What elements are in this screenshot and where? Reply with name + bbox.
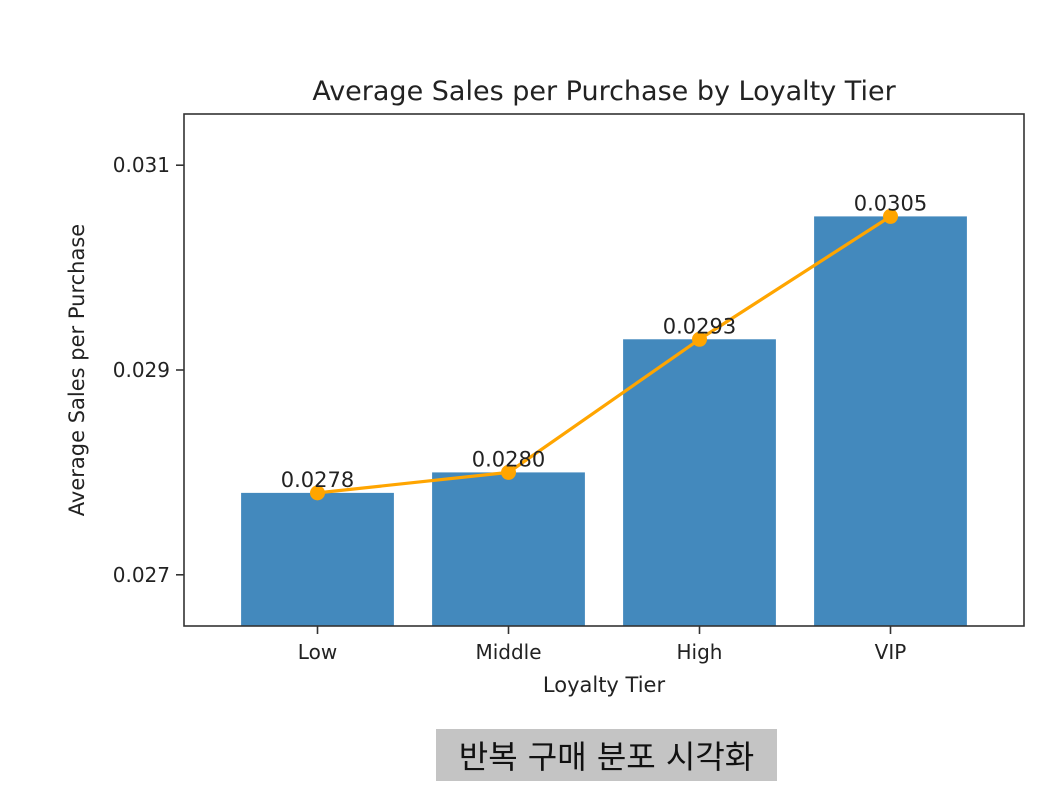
data-label-middle: 0.0280	[472, 447, 545, 471]
data-label-high: 0.0293	[663, 314, 736, 338]
y-tick-label: 0.029	[113, 358, 170, 382]
caption-box: 반복 구매 분포 시각화	[436, 729, 777, 781]
x-axis: Low Middle High VIP	[298, 626, 907, 664]
data-labels-layer: 0.0278 0.0280 0.0293 0.0305	[281, 191, 927, 491]
bars-layer	[241, 216, 967, 626]
x-axis-label: Loyalty Tier	[543, 673, 666, 697]
bar-middle	[432, 472, 585, 626]
caption-text: 반복 구매 분포 시각화	[458, 738, 755, 776]
bar-vip	[814, 216, 967, 626]
y-tick-label: 0.027	[113, 563, 170, 587]
data-label-vip: 0.0305	[854, 191, 927, 215]
x-tick-label: High	[677, 640, 723, 664]
x-tick-label: Low	[298, 640, 337, 664]
line-marker-middle	[501, 464, 516, 480]
line-marker-high	[692, 331, 707, 347]
line-marker-low	[310, 485, 325, 501]
line-marker-vip	[883, 208, 898, 224]
x-tick-label: VIP	[875, 640, 907, 664]
x-tick-label: Middle	[475, 640, 541, 664]
data-label-low: 0.0278	[281, 468, 354, 492]
y-axis: 0.027 0.029 0.031	[113, 153, 184, 587]
chart-title: Average Sales per Purchase by Loyalty Ti…	[312, 76, 896, 107]
y-tick-label: 0.031	[113, 153, 170, 177]
trend-line	[317, 215, 892, 495]
bar-low	[241, 492, 394, 626]
bar-high	[623, 339, 776, 626]
line-layer	[310, 208, 898, 501]
y-axis-label: Average Sales per Purchase	[65, 224, 89, 516]
